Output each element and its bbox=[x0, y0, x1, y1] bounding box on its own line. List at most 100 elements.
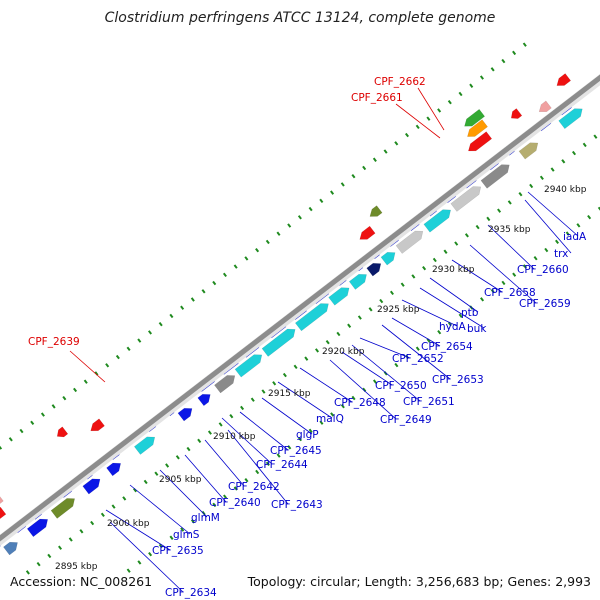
kbp-tick bbox=[212, 280, 217, 286]
kbp-tick bbox=[0, 445, 3, 450]
kbp-tick bbox=[25, 570, 30, 575]
kbp-tick bbox=[293, 364, 298, 370]
kbp-tick bbox=[539, 175, 544, 180]
gene-label: hydA bbox=[439, 321, 467, 333]
blue-gene-labels: CPF_2634 CPF_2635 glmS glmM CPF_2640 CPF… bbox=[152, 231, 587, 599]
kbp-tick bbox=[529, 183, 534, 189]
kbp-tick bbox=[319, 198, 324, 204]
kbp-tick bbox=[276, 231, 281, 236]
kbp-tick bbox=[222, 272, 227, 278]
kbp-tick bbox=[404, 132, 410, 138]
gene-forward bbox=[423, 209, 451, 233]
red-gene-labels: CPF_2639 CPF_2661 CPF_2662 bbox=[28, 76, 426, 348]
genome-backbone bbox=[0, 74, 600, 546]
gene-label-cpf-2639: CPF_2639 bbox=[28, 336, 80, 348]
kbp-tick bbox=[158, 321, 163, 327]
gene-label: iadA bbox=[563, 231, 587, 243]
gene-label: malQ bbox=[316, 413, 344, 425]
kbp-tick bbox=[68, 537, 73, 542]
leader-line bbox=[401, 299, 458, 327]
kbp-tick bbox=[190, 519, 195, 524]
kbp-tick bbox=[315, 348, 320, 353]
kbp-label: 2910 kbp bbox=[213, 432, 256, 442]
gene-reverse bbox=[467, 119, 488, 137]
kbp-tick bbox=[132, 487, 137, 493]
kbp-tick bbox=[30, 420, 35, 426]
kbp-tick bbox=[298, 436, 303, 442]
kbp-tick bbox=[486, 216, 491, 222]
leader-line bbox=[239, 411, 289, 451]
kbp-tick bbox=[522, 264, 527, 269]
gene-reverse bbox=[556, 73, 572, 86]
gene-forward bbox=[328, 287, 350, 306]
kbp-tick bbox=[389, 290, 394, 296]
gene-forward bbox=[133, 436, 156, 455]
kbp-tick bbox=[330, 190, 335, 195]
gene-forward bbox=[82, 478, 101, 495]
kbp-tick bbox=[265, 461, 270, 466]
gene-label: CPF_2634 bbox=[165, 587, 217, 599]
label-leader-lines bbox=[69, 87, 579, 593]
map-title: Clostridium perfringens ATCC 13124, comp… bbox=[105, 10, 496, 26]
gene-forward bbox=[380, 252, 396, 266]
gene-reverse bbox=[538, 100, 552, 113]
kbp-tick bbox=[340, 404, 345, 409]
leader-line bbox=[129, 484, 191, 535]
kbp-tick bbox=[368, 307, 373, 312]
kbp-tick bbox=[400, 282, 405, 287]
gene-label: CPF_2648 bbox=[334, 397, 386, 409]
kbp-tick bbox=[351, 173, 356, 179]
kbp-tick bbox=[372, 379, 377, 384]
kbp-tick bbox=[83, 379, 88, 384]
kbp-tick bbox=[501, 280, 506, 286]
kbp-tick bbox=[8, 437, 13, 442]
kbp-tick bbox=[276, 453, 281, 458]
gene-forward bbox=[518, 142, 539, 160]
leader-line bbox=[487, 224, 535, 270]
kbp-tick bbox=[426, 338, 431, 343]
gene-reverse bbox=[90, 418, 105, 432]
kbp-tick bbox=[240, 405, 245, 411]
kbp-tick bbox=[325, 339, 330, 345]
leader-line bbox=[105, 509, 171, 551]
kbp-tick bbox=[561, 159, 566, 164]
kbp-tick bbox=[201, 289, 206, 294]
kbp-label: 2905 kbp bbox=[159, 475, 202, 485]
gene-label: buk bbox=[467, 323, 487, 335]
kbp-tick bbox=[244, 478, 249, 483]
kbp-tick bbox=[572, 150, 577, 156]
kbp-label: 2900 kbp bbox=[107, 519, 150, 529]
gene-label: glmS bbox=[173, 529, 200, 541]
genome-summary-text: Topology: circular; Length: 3,256,683 bp… bbox=[247, 574, 591, 589]
leader-line bbox=[381, 324, 451, 380]
kbp-tick bbox=[207, 430, 212, 435]
kbp-tick bbox=[582, 142, 587, 148]
kbp-tick bbox=[458, 313, 463, 318]
gene-label: CPF_2659 bbox=[519, 298, 571, 310]
kbp-tick bbox=[272, 381, 277, 386]
kbp-tick bbox=[36, 561, 41, 567]
kbp-tick bbox=[62, 395, 67, 401]
leader-line bbox=[261, 397, 313, 435]
kbp-tick bbox=[229, 413, 234, 419]
kbp-tick bbox=[233, 264, 238, 269]
kbp-tick bbox=[94, 371, 99, 376]
kbp-tick bbox=[550, 167, 555, 172]
gene-forward bbox=[450, 186, 482, 212]
gene-label: ptb bbox=[461, 307, 479, 319]
kbp-tick bbox=[372, 157, 377, 162]
gene-label: CPF_2649 bbox=[380, 414, 432, 426]
kbp-tick bbox=[143, 479, 148, 485]
kbp-label: 2915 kbp bbox=[268, 389, 311, 399]
kbp-tick bbox=[533, 256, 538, 261]
kbp-tick bbox=[126, 346, 131, 352]
leader-line bbox=[527, 191, 579, 237]
gene-reverse bbox=[464, 108, 486, 127]
kbp-tick bbox=[336, 331, 341, 337]
kbp-tick bbox=[73, 387, 78, 393]
kbp-tick bbox=[169, 535, 174, 540]
gene-label: trx bbox=[554, 248, 568, 260]
kbp-tick bbox=[186, 446, 191, 452]
gene-reverse bbox=[510, 108, 523, 119]
gene-label: CPF_2654 bbox=[421, 341, 473, 353]
